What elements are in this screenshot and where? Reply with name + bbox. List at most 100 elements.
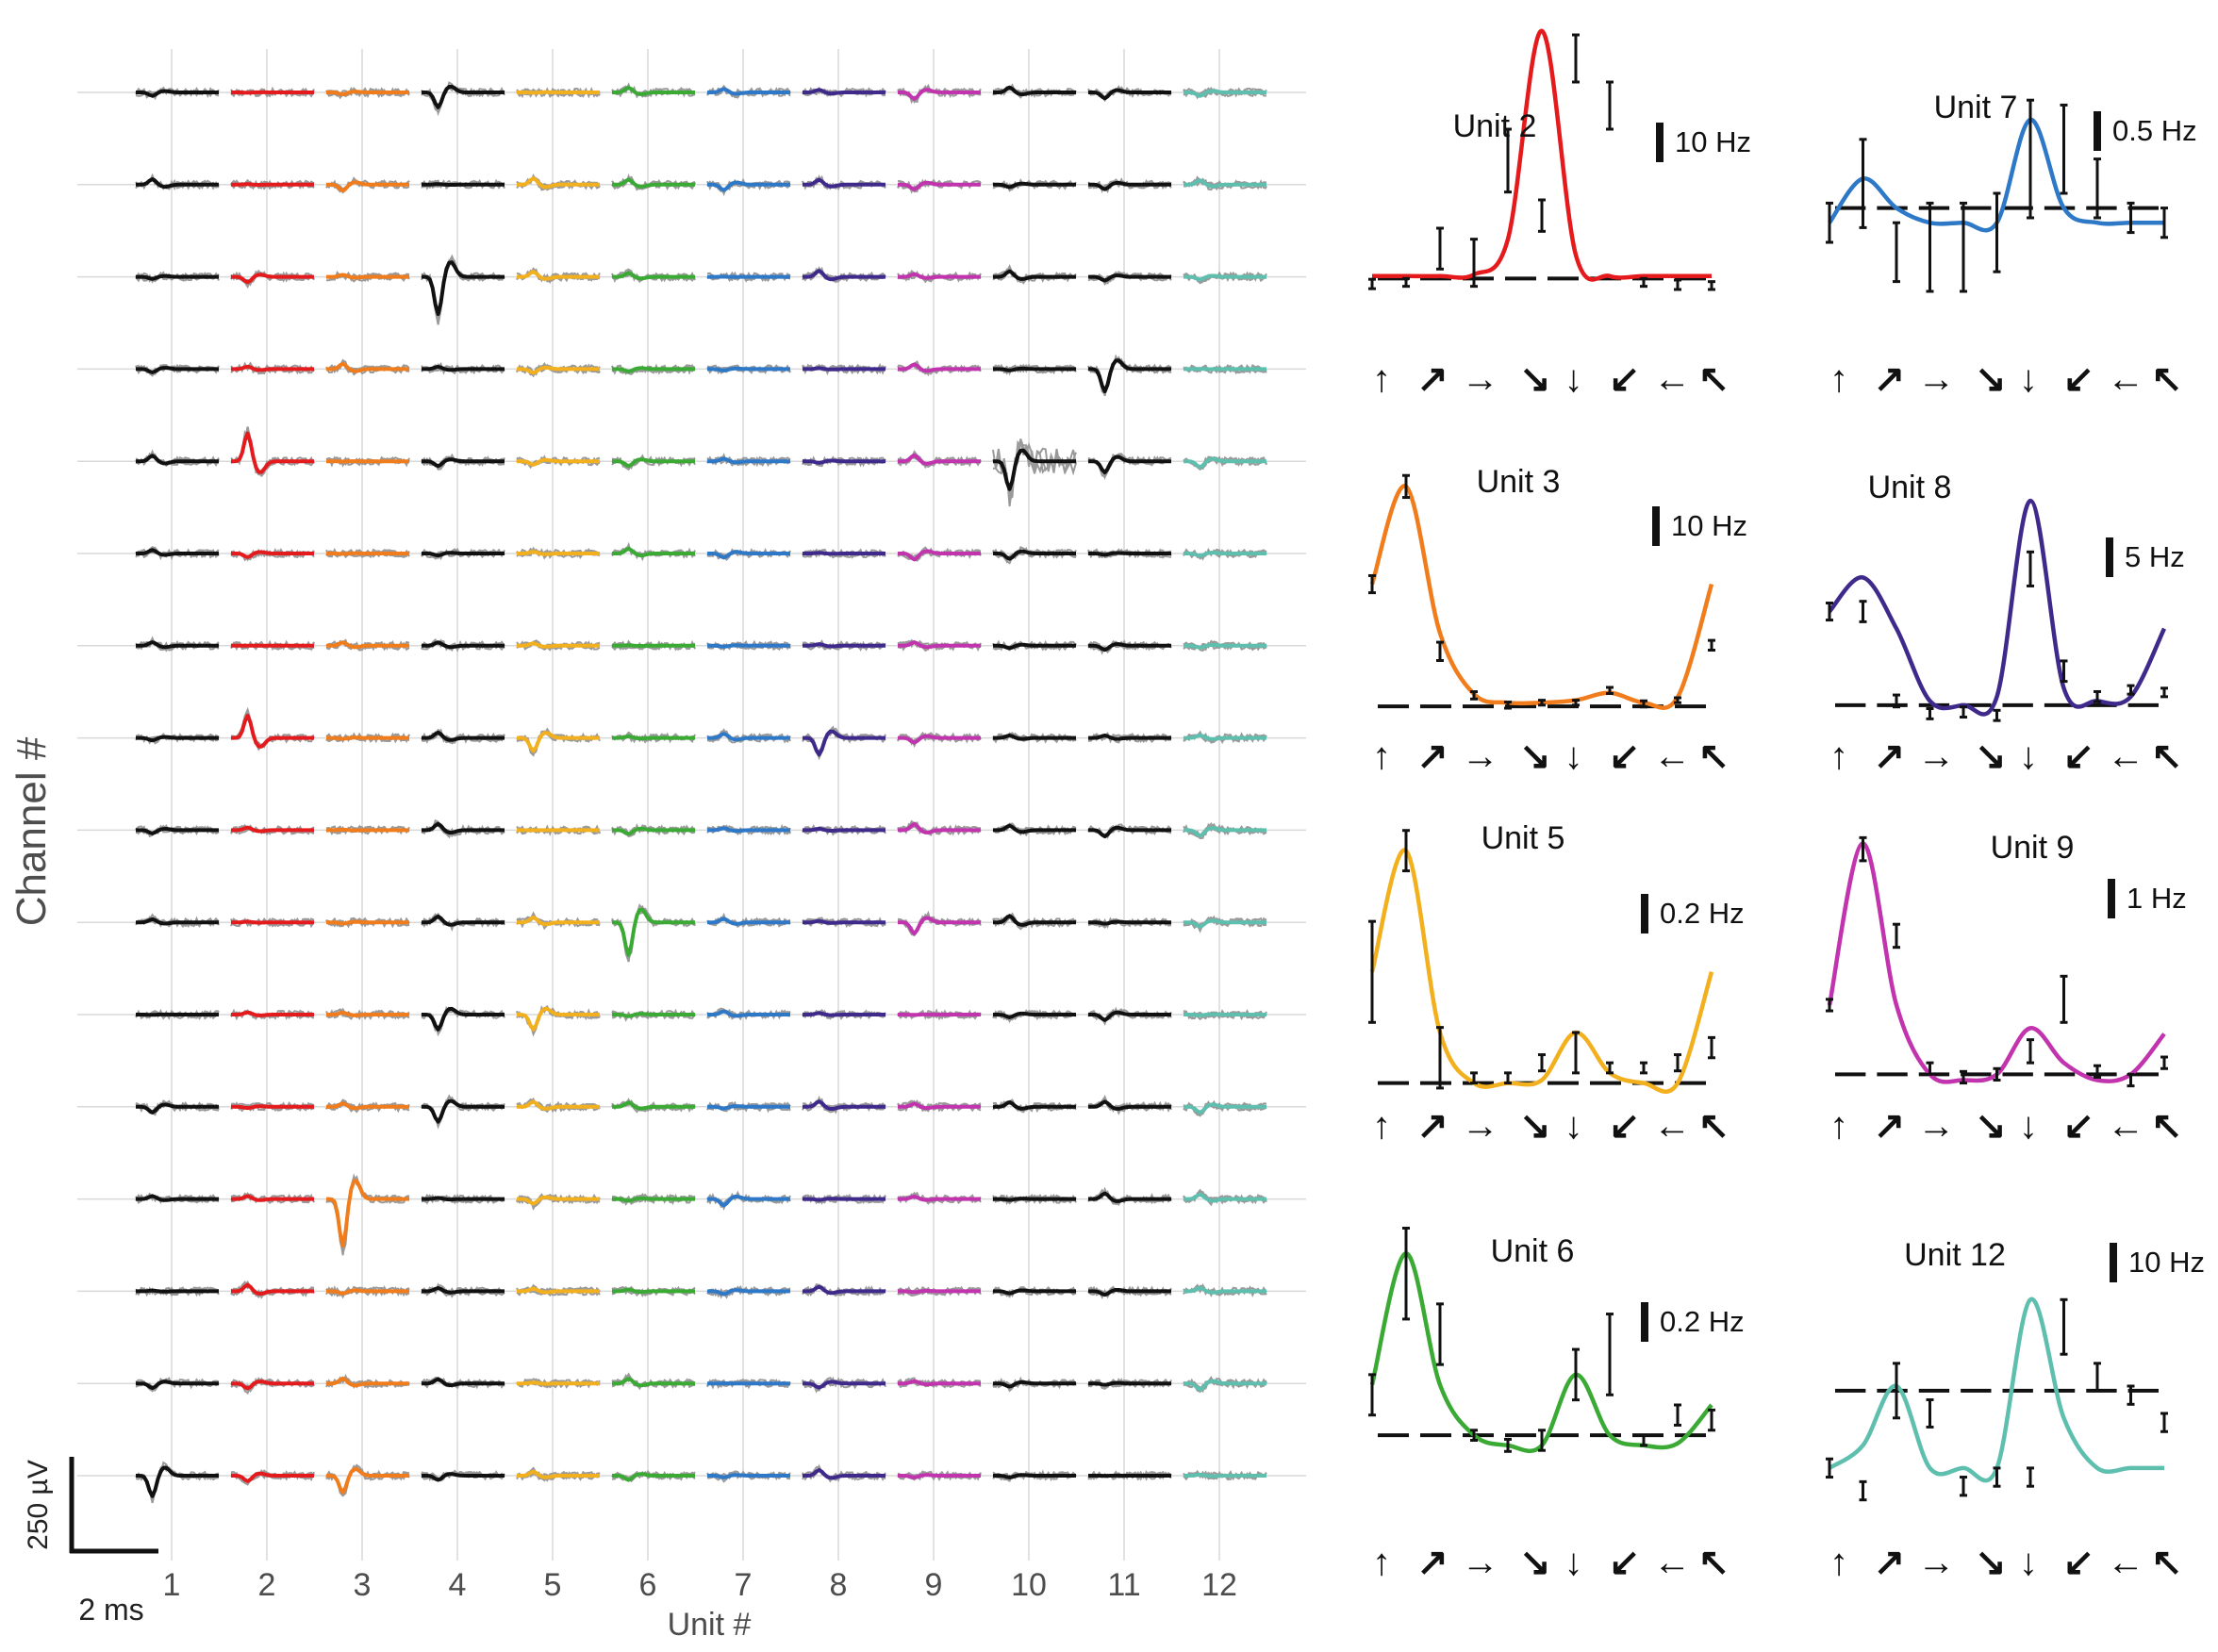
rate-scale-label: 1 Hz [2127, 882, 2187, 915]
mean-waveform [707, 550, 790, 560]
tuning-panel-title: Unit 2 [1453, 108, 1537, 144]
tuning-curve [1827, 841, 2166, 1084]
mean-waveform [231, 825, 314, 834]
mean-waveform [803, 1197, 886, 1202]
mean-waveform [803, 458, 886, 465]
mean-waveform [803, 1011, 886, 1017]
direction-arrow: ↘ [1519, 1105, 1551, 1147]
mean-waveform [1088, 642, 1171, 653]
mean-waveform [136, 917, 219, 926]
mean-waveform [993, 269, 1076, 281]
rate-scale-bar [1641, 894, 1648, 933]
mean-waveform [326, 735, 409, 741]
direction-arrow: ↘ [1519, 735, 1551, 777]
mean-waveform [517, 641, 600, 649]
mean-waveform [803, 1468, 886, 1480]
mean-waveform [231, 1010, 314, 1017]
unit-tick-label: 12 [1201, 1567, 1237, 1603]
mean-waveform [422, 551, 505, 558]
direction-arrow: ↘ [1519, 1542, 1551, 1583]
waveform-panel [135, 81, 1267, 1504]
mean-waveform [612, 271, 695, 281]
mean-waveform [707, 87, 790, 96]
direction-arrow: ↗ [1416, 1542, 1448, 1583]
mean-waveform [898, 1195, 981, 1202]
single-trace [1087, 1188, 1172, 1205]
single-trace [611, 83, 696, 99]
mean-waveform [136, 1379, 219, 1391]
mean-waveform [326, 1288, 409, 1296]
rate-scale-bar [1656, 123, 1664, 162]
mean-waveform [993, 85, 1076, 96]
mean-waveform [707, 1009, 790, 1018]
direction-arrow: ↘ [1975, 1542, 2007, 1583]
mean-waveform [422, 640, 505, 650]
direction-arrow: ↑ [1372, 358, 1391, 400]
mean-waveform [1183, 1285, 1266, 1295]
direction-arrow: ↗ [1874, 1105, 1906, 1147]
tuning-panel: Unit 7 0.5 Hz ↑ ↗ → ↘ ↓ ↙ ← ↖ [1826, 90, 2197, 400]
mean-waveform [422, 730, 505, 742]
mean-waveform [707, 1104, 790, 1111]
direction-arrow: ↗ [1874, 358, 1906, 400]
y-axis-label: Channel # [8, 736, 55, 926]
direction-arrow: ↓ [2019, 1105, 2038, 1147]
single-trace [802, 266, 886, 284]
tuning-curve [1371, 28, 1712, 282]
mean-waveform [1088, 1010, 1171, 1022]
rate-scale-label: 5 Hz [2125, 540, 2185, 573]
mean-waveform [422, 365, 505, 372]
single-trace [325, 455, 410, 468]
mean-waveform [993, 642, 1076, 651]
mean-waveform [612, 177, 695, 189]
mean-waveform [612, 86, 695, 96]
single-trace [802, 363, 886, 376]
direction-arrow: ↑ [1829, 358, 1848, 400]
mean-waveform [993, 823, 1076, 834]
x-axis-label: Unit # [668, 1607, 752, 1643]
mean-waveform [136, 735, 219, 743]
direction-arrow: → [1917, 358, 1955, 400]
single-trace [325, 917, 410, 929]
direction-arrow: → [1917, 1105, 1955, 1147]
mean-waveform [803, 1284, 886, 1296]
mean-waveform [326, 1179, 409, 1247]
mean-waveform [231, 273, 314, 285]
mean-waveform [1183, 1192, 1266, 1203]
mean-waveform [231, 713, 314, 749]
direction-arrow: ↗ [1416, 735, 1448, 777]
mean-waveform [517, 1380, 600, 1386]
rate-scale-bar [2108, 879, 2115, 918]
mean-waveform [1088, 825, 1171, 839]
mean-waveform [993, 1473, 1076, 1479]
direction-arrow: ↓ [2019, 358, 2038, 400]
mean-waveform [707, 1288, 790, 1297]
mean-waveform [898, 1379, 981, 1387]
mean-waveform [707, 917, 790, 926]
single-trace [325, 1099, 410, 1114]
tuning-curve [1369, 1251, 1713, 1454]
rate-scale-label: 0.2 Hz [1660, 897, 1745, 930]
direction-arrow: ↙ [1609, 1542, 1641, 1583]
mean-waveform [803, 729, 886, 757]
tuning-panel-title: Unit 8 [1868, 470, 1952, 505]
mean-waveform [993, 181, 1076, 190]
mean-waveform [326, 1010, 409, 1017]
mean-waveform [136, 1465, 219, 1498]
mean-waveform [136, 273, 219, 281]
mean-waveform [612, 366, 695, 373]
direction-arrow: ↙ [1609, 1105, 1641, 1147]
tuning-panel: Unit 6 0.2 Hz ↑ ↗ → ↘ ↓ ↙ ← ↖ [1368, 1227, 1745, 1583]
mean-waveform [612, 1012, 695, 1018]
direction-arrow: ↗ [1416, 358, 1448, 400]
single-trace [325, 87, 410, 100]
mean-waveform [898, 180, 981, 191]
single-trace [516, 639, 601, 651]
direction-arrow: ↖ [1698, 1542, 1730, 1583]
mean-waveform [993, 448, 1076, 491]
mean-waveform [803, 1099, 886, 1111]
unit-tick-label: 7 [735, 1567, 753, 1603]
unit-tick-label: 8 [830, 1567, 848, 1603]
mean-waveform [422, 1099, 505, 1124]
single-trace [421, 1194, 505, 1205]
